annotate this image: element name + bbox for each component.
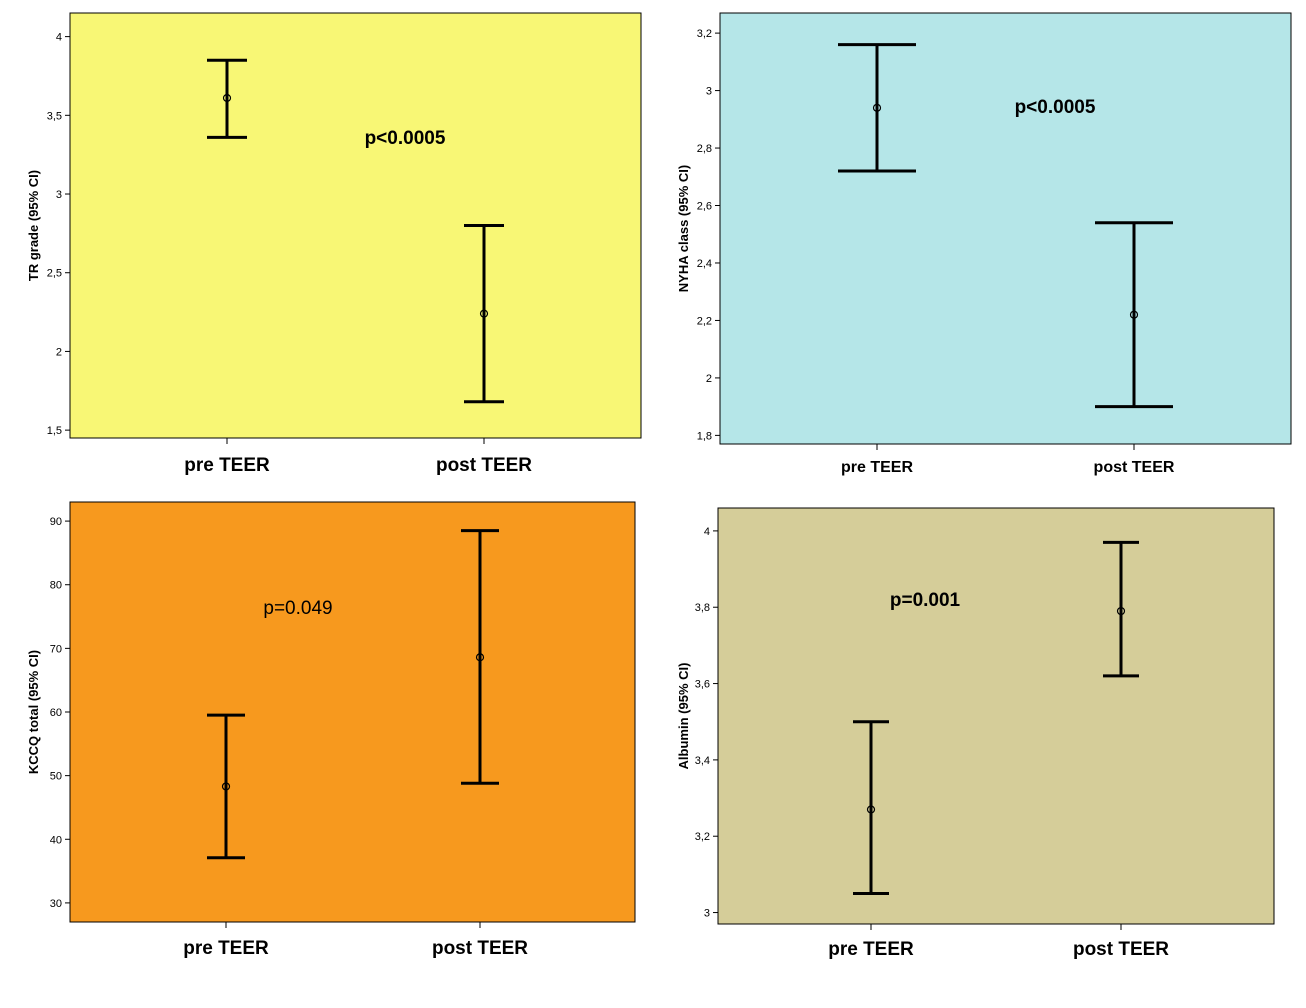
y-axis-label: KCCQ total (95% CI) — [26, 650, 41, 774]
y-tick-label: 3,2 — [697, 28, 712, 40]
category-label: post TEER — [1094, 459, 1175, 476]
mean-marker — [479, 309, 489, 318]
mean-marker — [1129, 310, 1139, 319]
chart-nyha-class: 1,8 2 2,2 2,4 2,6 2,8 3 3,2 NYHA class (95% CI) p… — [676, 12, 1292, 476]
plot-area — [717, 507, 1275, 925]
category-label: pre TEER — [841, 459, 913, 476]
y-tick-label: 90 — [50, 516, 62, 528]
y-tick-label: 2 — [706, 373, 712, 385]
y-tick-label: 4 — [704, 526, 710, 538]
y-tick-label: 30 — [50, 898, 62, 910]
y-tick-label: 1,5 — [47, 425, 62, 437]
chart-kccq-total: 30 40 50 60 70 80 90 KCCQ total (95% CI) pre TEE… — [26, 501, 636, 959]
y-tick-label: 3,8 — [695, 602, 710, 614]
y-tick-label: 3,5 — [47, 110, 62, 122]
p-value-annotation: p=0.001 — [890, 590, 961, 611]
y-tick-label: 3 — [706, 86, 712, 98]
mean-marker — [866, 805, 876, 814]
mean-marker — [222, 93, 232, 103]
y-tick-label: 4 — [56, 32, 62, 44]
mean-marker — [475, 653, 485, 662]
mean-marker — [221, 782, 231, 791]
y-tick-label: 80 — [50, 580, 62, 592]
y-tick-label: 3,4 — [695, 755, 710, 767]
y-tick-label: 3,2 — [695, 831, 710, 843]
y-axis-label: NYHA class (95% CI) — [676, 165, 691, 292]
chart-tr-grade: 1,5 2 2,5 3 3,5 4 TR grade (95% CI) pre TEER pos… — [26, 12, 642, 476]
y-tick-label: 1,8 — [697, 430, 712, 442]
chart-albumin: 3 3,2 3,4 3,6 3,8 4 Albumin (95% CI) pre TEER po… — [676, 507, 1275, 960]
plot-area — [69, 501, 636, 923]
y-axis-label: Albumin (95% CI) — [676, 663, 691, 770]
y-tick-label: 70 — [50, 643, 62, 655]
plot-area — [719, 12, 1292, 445]
category-label: post TEER — [436, 455, 532, 476]
category-label: post TEER — [432, 938, 528, 959]
category-label: pre TEER — [828, 939, 914, 960]
y-tick-label: 50 — [50, 771, 62, 783]
category-label: pre TEER — [184, 455, 270, 476]
category-label: pre TEER — [183, 938, 269, 959]
y-tick-label: 2,5 — [47, 268, 62, 280]
y-tick-label: 3,6 — [695, 679, 710, 691]
p-value-annotation: p<0.0005 — [1015, 97, 1096, 118]
y-tick-label: 60 — [50, 707, 62, 719]
y-tick-label: 2 — [56, 346, 62, 358]
category-label: post TEER — [1073, 939, 1169, 960]
mean-marker — [1116, 606, 1126, 616]
plot-area — [69, 12, 642, 439]
y-tick-label: 2,6 — [697, 201, 712, 213]
y-tick-label: 2,4 — [697, 258, 712, 270]
y-tick-label: 2,8 — [697, 143, 712, 155]
y-tick-label: 3 — [704, 908, 710, 920]
mean-marker — [872, 103, 882, 112]
y-tick-label: 2,2 — [697, 315, 712, 327]
y-axis-label: TR grade (95% CI) — [26, 170, 41, 281]
y-tick-label: 40 — [50, 834, 62, 846]
p-value-annotation: p=0.049 — [263, 598, 332, 619]
p-value-annotation: p<0.0005 — [365, 128, 446, 149]
y-tick-label: 3 — [56, 189, 62, 201]
